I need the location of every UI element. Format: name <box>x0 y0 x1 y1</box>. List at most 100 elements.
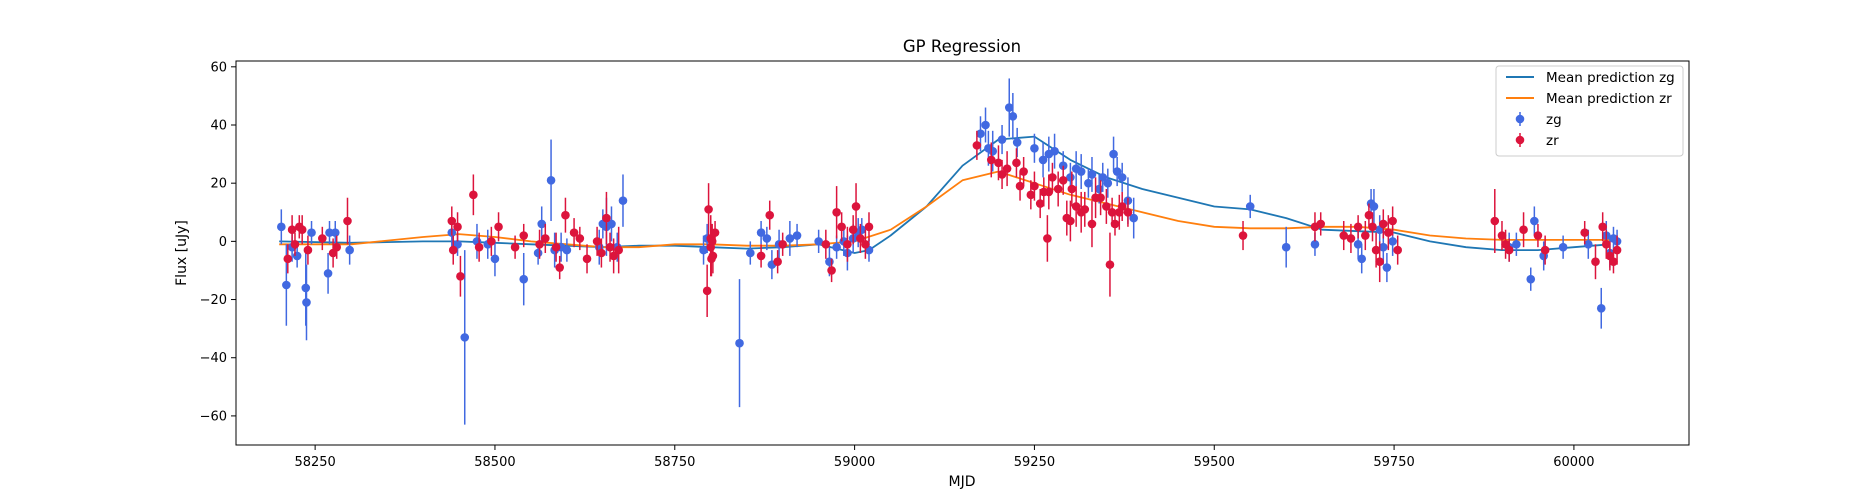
data-point-zg <box>307 221 316 245</box>
data-point-zg <box>785 221 795 256</box>
x-tick-label: 59500 <box>1194 455 1235 470</box>
marker <box>1346 234 1356 243</box>
marker <box>614 245 623 255</box>
data-point-zr <box>1339 221 1349 251</box>
data-point-zr <box>592 226 602 256</box>
marker <box>1375 257 1384 267</box>
marker <box>1558 242 1568 252</box>
y-tick-label: −40 <box>200 351 227 366</box>
data-point-zr <box>1504 238 1514 262</box>
data-point-zg <box>1357 244 1367 274</box>
legend-label: Mean prediction zr <box>1546 91 1672 107</box>
marker <box>297 225 307 235</box>
data-point-zr <box>609 238 618 274</box>
marker <box>843 239 852 249</box>
data-point-zr <box>290 232 300 256</box>
data-point-zr <box>1105 232 1115 297</box>
data-point-zr <box>986 142 996 178</box>
marker <box>1123 207 1133 217</box>
marker <box>1393 245 1402 255</box>
marker <box>562 245 572 255</box>
marker <box>708 251 718 261</box>
marker <box>710 228 720 237</box>
marker <box>1364 210 1374 220</box>
data-point-zr <box>1048 162 1057 192</box>
data-point-zr <box>1393 235 1402 265</box>
marker <box>832 242 841 252</box>
data-point-zr <box>832 186 841 239</box>
marker <box>519 274 529 284</box>
marker <box>1281 242 1291 252</box>
marker <box>1378 242 1388 252</box>
legend: Mean prediction zg Mean prediction zr zg zr <box>1495 65 1684 157</box>
marker <box>1384 228 1393 237</box>
marker <box>1096 193 1105 203</box>
data-point-zg <box>762 226 772 251</box>
data-point-zg <box>323 253 333 294</box>
data-point-zg <box>618 174 628 227</box>
data-point-zg <box>1098 162 1108 192</box>
data-point-zg <box>1129 197 1138 239</box>
marker <box>541 234 550 243</box>
marker <box>773 257 782 267</box>
marker <box>535 239 544 249</box>
legend-box <box>1495 65 1684 157</box>
data-point-zg <box>1382 253 1392 283</box>
marker <box>827 266 836 275</box>
data-point-zr <box>614 226 623 274</box>
y-axis-label: Flux [uJy] <box>174 220 190 286</box>
data-point-zr <box>551 232 561 262</box>
marker <box>1353 239 1363 249</box>
marker <box>1526 274 1536 284</box>
marker <box>702 286 712 296</box>
marker <box>1612 245 1622 255</box>
marker <box>1026 190 1036 200</box>
data-point-zg <box>981 107 990 143</box>
data-point-zg <box>1004 78 1014 137</box>
data-point-zr <box>1609 250 1618 274</box>
marker <box>1382 263 1392 272</box>
marker <box>533 248 543 258</box>
marker <box>814 237 823 246</box>
marker <box>1371 245 1381 255</box>
data-point-zr <box>535 229 544 259</box>
marker <box>453 222 462 232</box>
x-tick-label: 60000 <box>1553 455 1594 470</box>
y-tick-label: 60 <box>210 60 227 75</box>
marker <box>605 242 615 252</box>
x-tick-label: 59000 <box>834 455 875 470</box>
data-point-zr <box>519 223 529 248</box>
data-point-zr <box>297 215 307 245</box>
marker <box>290 239 300 249</box>
data-point-zr <box>843 226 852 262</box>
data-point-zr <box>283 244 293 274</box>
data-point-zr <box>1368 212 1377 242</box>
data-point-zr <box>575 226 585 251</box>
marker <box>1008 111 1018 121</box>
marker <box>302 298 311 307</box>
data-point-zr <box>704 183 713 236</box>
marker <box>1015 181 1025 191</box>
marker <box>864 222 874 232</box>
data-point-zg <box>1530 206 1539 236</box>
marker <box>1048 173 1057 182</box>
y-tick-label: −60 <box>200 409 227 424</box>
marker <box>487 237 496 246</box>
data-point-zr <box>1388 206 1397 236</box>
y-tick-label: 20 <box>210 177 227 192</box>
data-point-zg <box>1109 136 1118 172</box>
marker <box>609 251 618 261</box>
data-point-zr <box>1044 174 1054 210</box>
data-point-zr <box>1353 215 1363 239</box>
marker <box>490 254 500 264</box>
data-point-zg <box>1369 189 1379 224</box>
x-tick-label: 58750 <box>654 455 695 470</box>
data-point-zg <box>997 125 1007 155</box>
data-point-zr <box>474 232 484 262</box>
marker <box>1087 219 1097 229</box>
marker <box>345 245 354 255</box>
data-point-zg <box>1030 133 1039 163</box>
data-point-zr <box>837 212 846 242</box>
marker <box>1519 225 1528 235</box>
data-point-zr <box>1490 189 1500 253</box>
